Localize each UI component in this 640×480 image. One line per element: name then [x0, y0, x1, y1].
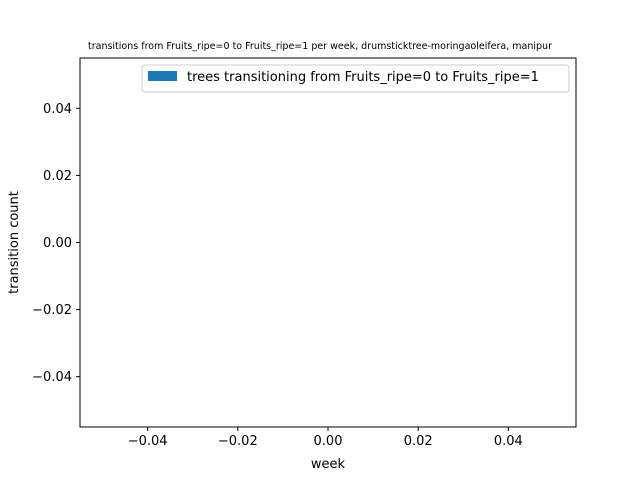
legend-entry-label: trees transitioning from Fruits_ripe=0 t… — [187, 70, 539, 85]
legend-frame — [141, 64, 570, 93]
plot-area — [79, 57, 577, 428]
y-axis-label: transition count — [7, 191, 22, 294]
y-tick-label: −0.02 — [32, 303, 72, 318]
x-tick-label: 0.04 — [494, 434, 523, 449]
legend: trees transitioning from Fruits_ripe=0 t… — [141, 64, 570, 93]
x-tick-label: −0.02 — [218, 434, 258, 449]
legend-swatch — [148, 71, 177, 81]
x-axis-ticks: −0.04 −0.02 0.00 0.02 0.04 — [128, 427, 523, 449]
y-tick-label: −0.04 — [32, 370, 72, 385]
x-axis-label: week — [311, 457, 346, 472]
chart-title: transitions from Fruits_ripe=0 to Fruits… — [88, 41, 552, 52]
plot-frame — [79, 57, 577, 428]
y-tick-label: 0.00 — [43, 236, 72, 251]
x-tick-label: 0.00 — [314, 434, 343, 449]
y-axis-ticks: −0.04 −0.02 0.00 0.02 0.04 — [32, 102, 80, 385]
x-tick-label: −0.04 — [128, 434, 168, 449]
y-tick-label: 0.04 — [43, 102, 72, 117]
y-tick-label: 0.02 — [43, 169, 72, 184]
x-tick-label: 0.02 — [404, 434, 433, 449]
